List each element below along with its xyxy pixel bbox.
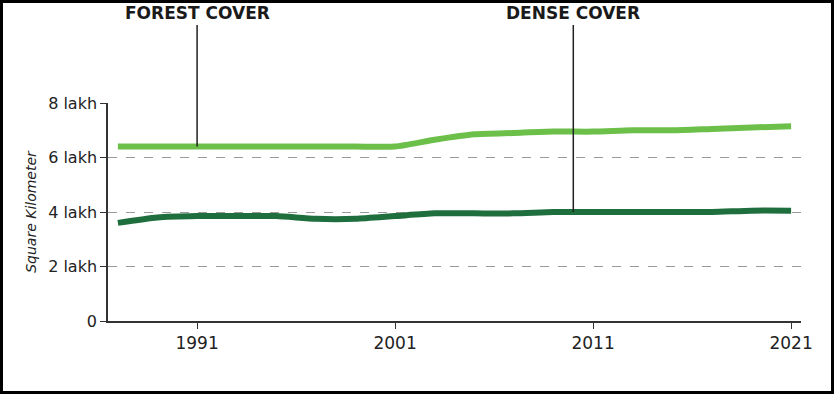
svg-text:1991: 1991 [175, 333, 218, 353]
svg-text:FOREST COVER: FOREST COVER [125, 3, 270, 23]
svg-text:2011: 2011 [571, 333, 614, 353]
svg-text:0: 0 [87, 312, 97, 331]
svg-text:DENSE COVER: DENSE COVER [506, 3, 640, 23]
svg-text:Square Kilometer: Square Kilometer [23, 150, 39, 273]
svg-text:6 lakh: 6 lakh [48, 148, 97, 167]
svg-text:4 lakh: 4 lakh [48, 203, 97, 222]
svg-text:2 lakh: 2 lakh [48, 257, 97, 276]
svg-text:8 lakh: 8 lakh [48, 94, 97, 113]
svg-text:2001: 2001 [373, 333, 416, 353]
svg-text:2021: 2021 [769, 333, 812, 353]
